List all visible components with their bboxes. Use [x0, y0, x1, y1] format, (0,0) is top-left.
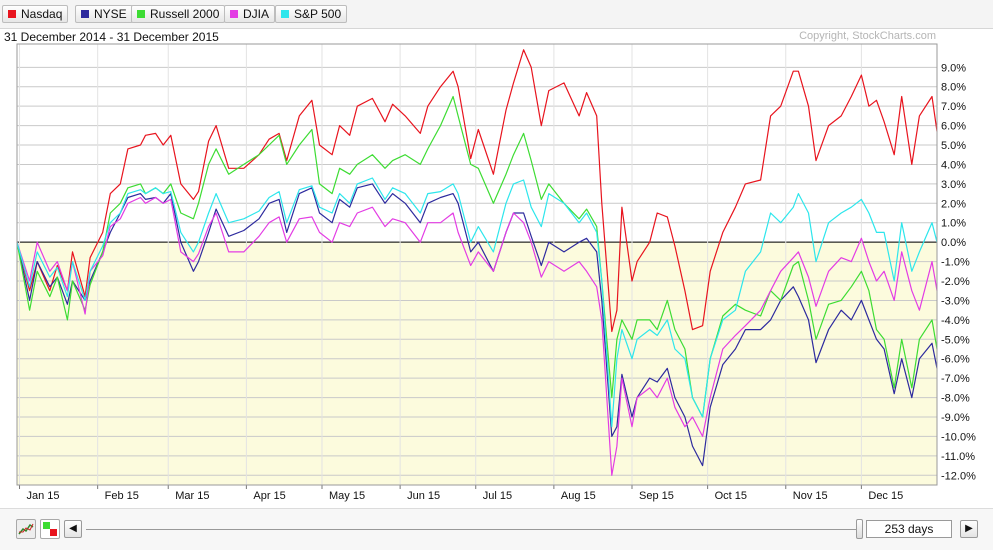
performance-chart: -12.0% -11.0% -10.0% -9.0% -8.0% -7.0% -6.0% -5…	[16, 43, 976, 502]
legend-swatch-nyse	[81, 10, 89, 18]
x-tick-label: Aug 15	[561, 490, 596, 502]
x-tick-label: Nov 15	[793, 490, 828, 502]
y-tick-label: -6.0%	[941, 354, 970, 366]
y-tick-label: -7.0%	[941, 373, 970, 385]
legend-swatch-nasdaq	[8, 10, 16, 18]
negative-region	[17, 242, 937, 485]
x-tick-label: Jun 15	[407, 490, 440, 502]
legend-label: NYSE	[94, 7, 127, 21]
y-tick-label: 5.0%	[941, 140, 966, 152]
x-tick-label: Apr 15	[253, 490, 285, 502]
y-tick-label: -5.0%	[941, 334, 970, 346]
scroll-left-button[interactable]: ◀	[64, 520, 82, 538]
legend-swatch-sp500	[281, 10, 289, 18]
line-chart-icon-glyph	[18, 523, 34, 535]
legend-label: Russell 2000	[150, 7, 220, 21]
series-line-djia	[16, 196, 938, 476]
legend-label: S&P 500	[294, 7, 342, 21]
color-swatch-icon[interactable]	[40, 519, 60, 539]
x-tick-label: Dec 15	[868, 490, 903, 502]
period-days-field[interactable]: 253 days	[866, 520, 952, 538]
legend-item-sp500[interactable]: S&P 500	[275, 5, 348, 23]
copyright-text: Copyright, StockCharts.com	[799, 30, 936, 42]
y-tick-label: 4.0%	[941, 159, 966, 171]
legend-bar: Nasdaq NYSE Russell 2000 DJIA S&P 500	[0, 0, 993, 29]
swatch-green	[43, 522, 50, 529]
y-tick-label: -2.0%	[941, 276, 970, 288]
y-tick-label: 1.0%	[941, 218, 966, 230]
date-range-label: 31 December 2014 - 31 December 2015	[4, 30, 219, 44]
range-slider-handle[interactable]	[856, 519, 863, 539]
legend-label: Nasdaq	[21, 7, 63, 21]
y-tick-label: -9.0%	[941, 412, 970, 424]
swatch-red	[50, 529, 57, 536]
y-tick-label: 0.0%	[941, 237, 966, 249]
y-tick-label: -1.0%	[941, 257, 970, 269]
x-tick-label: Sep 15	[639, 490, 674, 502]
legend-label: DJIA	[243, 7, 270, 21]
y-tick-label: -12.0%	[941, 470, 976, 482]
y-tick-label: -4.0%	[941, 315, 970, 327]
legend-swatch-djia	[230, 10, 238, 18]
legend-item-nasdaq[interactable]: Nasdaq	[2, 5, 69, 23]
y-tick-label: 8.0%	[941, 82, 966, 94]
y-tick-label: 3.0%	[941, 179, 966, 191]
legend-item-djia[interactable]: DJIA	[224, 5, 276, 23]
x-tick-label: Feb 15	[105, 490, 139, 502]
range-slider-track[interactable]	[86, 529, 862, 530]
chart-controls: ◀ 253 days ▶	[0, 508, 993, 550]
y-tick-label: 7.0%	[941, 101, 966, 113]
plot-border	[16, 43, 938, 486]
series-line-s-p-500	[16, 177, 938, 428]
y-tick-label: -8.0%	[941, 393, 970, 405]
y-tick-label: -10.0%	[941, 431, 976, 443]
line-chart-icon[interactable]	[16, 519, 36, 539]
y-tick-label: -11.0%	[941, 451, 975, 463]
x-tick-label: May 15	[329, 490, 365, 502]
x-tick-label: Jan 15	[27, 490, 60, 502]
y-tick-label: 2.0%	[941, 198, 966, 210]
x-tick-label: Oct 15	[715, 490, 747, 502]
legend-swatch-russell-2000	[137, 10, 145, 18]
y-tick-label: -3.0%	[941, 295, 970, 307]
x-tick-label: Jul 15	[483, 490, 512, 502]
legend-item-nyse[interactable]: NYSE	[75, 5, 133, 23]
x-tick-label: Mar 15	[175, 490, 209, 502]
y-tick-label: 6.0%	[941, 121, 966, 133]
legend-item-russell-2000[interactable]: Russell 2000	[131, 5, 226, 23]
scroll-right-button[interactable]: ▶	[960, 520, 978, 538]
y-tick-label: 9.0%	[941, 62, 966, 74]
series-line-nasdaq	[16, 49, 938, 333]
